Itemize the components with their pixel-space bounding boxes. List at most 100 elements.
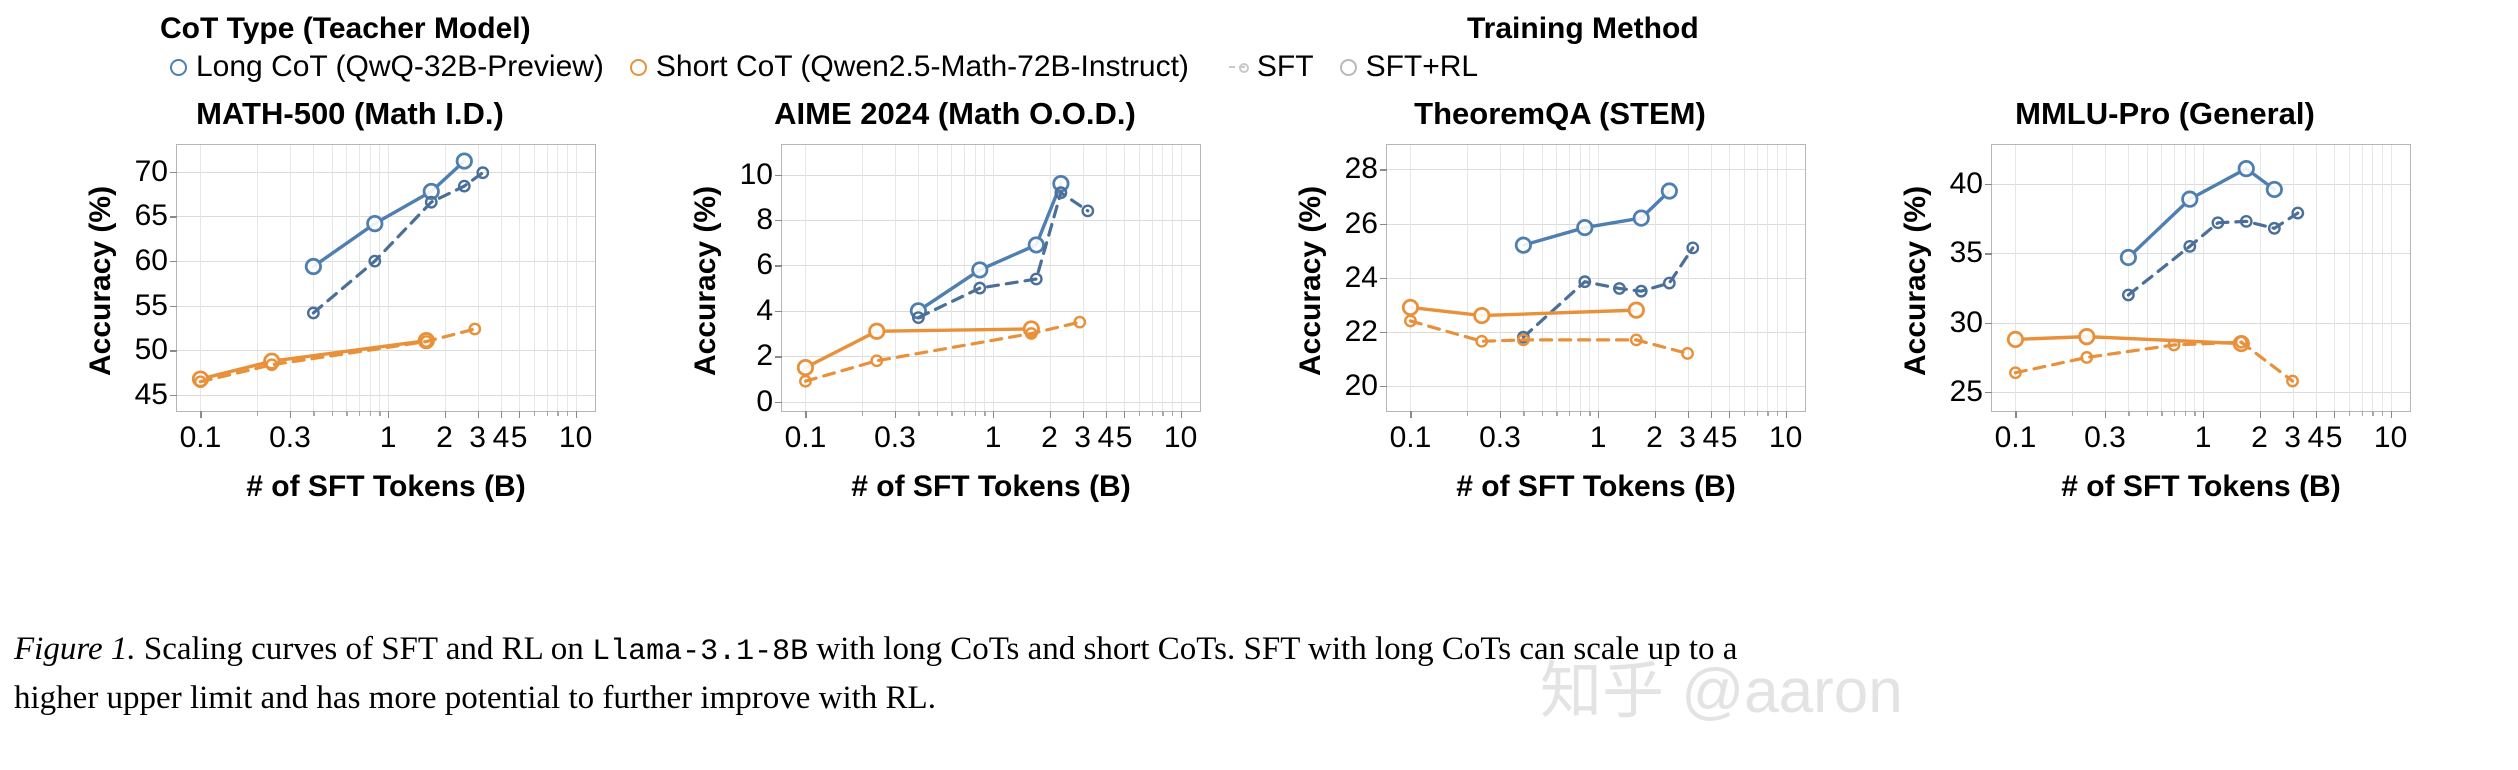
data-point: [1660, 182, 1678, 200]
grid-line-vertical-minor: [2161, 145, 2163, 411]
grid-line-vertical: [2292, 145, 2294, 411]
grid-line-horizontal: [1992, 392, 2410, 394]
series-line-long-cot-sft-rl: [916, 181, 1063, 313]
x-tick-label: 0.3: [1479, 421, 1521, 454]
x-tick-mark-minor: [379, 411, 381, 416]
x-tick-mark-minor: [2194, 411, 2196, 416]
grid-line-vertical: [2315, 145, 2317, 411]
subplot-3: TheoremQA (STEM) Accuracy (%) # of SFT Tok…: [1260, 96, 1860, 576]
y-tick-label: 24: [1344, 260, 1378, 294]
x-tick-label: 3: [1679, 421, 1696, 454]
x-tick-label: 1: [984, 421, 1002, 454]
x-tick-mark-minor: [567, 411, 569, 416]
x-tick-label: 0.1: [1994, 421, 2037, 454]
x-tick-mark-minor: [963, 411, 966, 416]
y-tick-label: 55: [134, 288, 168, 322]
y-axis-label: Accuracy (%): [689, 185, 722, 376]
data-point: [2121, 288, 2135, 302]
data-point: [265, 358, 279, 372]
x-axis-label: # of SFT Tokens (B): [2061, 470, 2341, 503]
y-tick-mark: [170, 395, 177, 397]
y-tick-label: 45: [134, 378, 168, 412]
y-tick-label: 6: [756, 248, 773, 282]
grid-line-vertical-minor: [2173, 145, 2175, 411]
data-point: [422, 182, 440, 201]
x-tick-mark-minor: [256, 411, 259, 416]
y-tick-label: 8: [756, 202, 773, 236]
grid-line-vertical-minor: [1541, 145, 1543, 411]
grid-line-horizontal: [177, 171, 595, 173]
x-tick-label: 3: [1074, 421, 1091, 454]
x-tick-mark-minor: [1151, 411, 1153, 416]
series-line-short-cot-sft: [198, 327, 477, 384]
grid-line-vertical: [1654, 145, 1656, 411]
grid-line-vertical: [1124, 145, 1126, 411]
data-point: [2237, 160, 2255, 178]
x-tick-mark-minor: [2128, 411, 2130, 416]
data-point: [419, 335, 433, 348]
subplot-2: AIME 2024 (Math O.O.D.) Accuracy (%) # of …: [655, 96, 1255, 576]
grid-line-vertical-minor: [2128, 145, 2130, 411]
data-point: [1632, 209, 1650, 227]
y-tick-label: 4: [756, 293, 773, 327]
data-point: [2167, 338, 2181, 352]
y-tick-mark: [775, 356, 782, 358]
legend-group-title-training-method: Training Method: [1467, 12, 1699, 45]
x-tick-mark: [1729, 411, 1731, 418]
legend-item-long-cot-label: Long CoT (QwQ-32B-Preview): [196, 50, 604, 83]
data-point: [2234, 335, 2248, 349]
grid-line-vertical: [200, 145, 202, 411]
grid-line-vertical: [2334, 145, 2336, 411]
series-layer: [796, 175, 1095, 388]
x-tick-mark: [519, 411, 521, 418]
grid-line-vertical-minor: [1523, 145, 1525, 411]
x-tick-label: 1: [2194, 421, 2212, 454]
data-point: [1629, 333, 1643, 347]
grid-line-vertical-minor: [358, 145, 360, 411]
x-tick-mark: [1499, 411, 1502, 418]
x-tick-mark-minor: [546, 411, 548, 416]
data-point: [1401, 298, 1420, 317]
x-tick-mark-minor: [2146, 411, 2148, 416]
data-point: [1662, 276, 1676, 290]
x-tick-mark-minor: [2184, 411, 2187, 416]
grid-line-vertical: [1082, 145, 1084, 411]
x-tick-label: 10: [1768, 421, 1803, 454]
data-point: [1475, 334, 1489, 348]
y-tick-mark: [170, 216, 177, 218]
x-tick-label: 4: [2307, 421, 2325, 454]
grid-line-vertical-minor: [313, 145, 315, 411]
series-line-long-cot-sft: [311, 171, 485, 315]
data-point: [973, 281, 987, 295]
series-line-long-cot-sft-rl: [2126, 166, 2277, 260]
grid-line-vertical: [1710, 145, 1712, 411]
y-tick-mark: [1380, 331, 1387, 334]
circle-open-icon: [1339, 58, 1357, 76]
x-tick-mark-minor: [369, 411, 372, 416]
x-tick-mark-minor: [1777, 411, 1779, 416]
data-point: [455, 152, 473, 170]
grid-line-vertical: [1410, 145, 1412, 411]
grid-line-vertical-minor: [1162, 145, 1164, 411]
data-point: [457, 179, 471, 193]
data-point: [2211, 216, 2225, 230]
x-tick-mark-minor: [1744, 411, 1746, 416]
x-tick-label: 0.3: [874, 421, 916, 454]
data-point: [2009, 366, 2022, 380]
x-tick-mark: [200, 411, 202, 418]
grid-line-horizontal: [782, 174, 1200, 176]
x-tick-mark: [1687, 411, 1689, 418]
grid-line-vertical-minor: [2361, 145, 2363, 411]
grid-line-horizontal: [782, 310, 1200, 312]
grid-line-horizontal: [782, 401, 1200, 403]
grid-line-vertical-minor: [951, 145, 953, 411]
series-line-long-cot-sft: [1521, 246, 1695, 339]
y-tick-label: 26: [1344, 206, 1378, 240]
caption-part-2: with long CoTs and short CoTs. SFT with …: [808, 631, 1738, 667]
x-tick-label: 2: [1041, 421, 1058, 454]
x-tick-label: 2: [436, 421, 453, 454]
grid-line-vertical: [2390, 145, 2392, 411]
circle-open-icon: [629, 58, 647, 76]
caption-line-2: higher upper limit and has more potentia…: [14, 680, 936, 716]
grid-line-horizontal: [177, 350, 595, 352]
